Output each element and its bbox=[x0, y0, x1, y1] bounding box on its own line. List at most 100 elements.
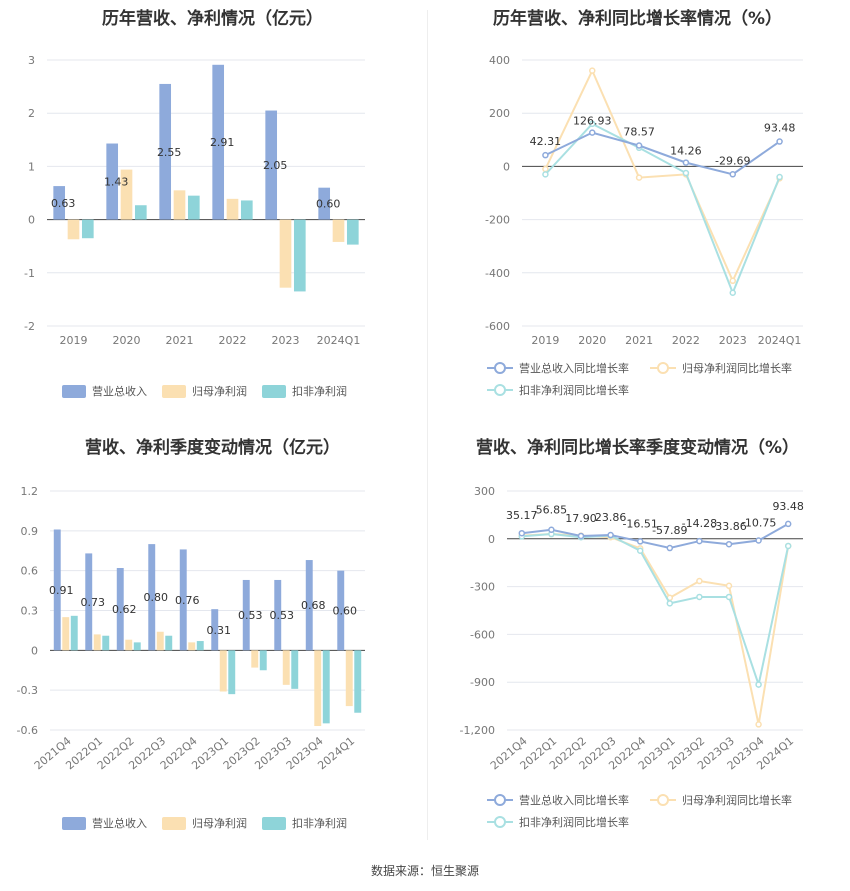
data-point bbox=[725, 593, 733, 601]
legend-swatch bbox=[62, 384, 86, 398]
series-line bbox=[521, 533, 790, 689]
quarterly-bar-chart-svg: 1.20.90.60.30-0.3-0.62021Q42022Q12022Q22… bbox=[17, 485, 365, 772]
data-point bbox=[696, 593, 703, 601]
legend-swatch bbox=[162, 816, 186, 830]
data-point bbox=[589, 67, 596, 74]
data-point bbox=[729, 289, 736, 296]
data-label: -29.69 bbox=[715, 154, 750, 167]
data-point bbox=[729, 277, 736, 285]
y-tick-label: -2 bbox=[24, 320, 35, 333]
legend-item[interactable]: 扣非净利润 bbox=[262, 383, 347, 399]
bar bbox=[318, 187, 331, 220]
y-tick-label: 400 bbox=[489, 54, 510, 67]
legend-item[interactable]: 营业总收入同比增长率 bbox=[487, 792, 629, 808]
y-tick-label: -0.3 bbox=[17, 684, 38, 697]
y-tick-label: 0 bbox=[503, 160, 510, 173]
x-tick-label: 2022 bbox=[219, 334, 247, 347]
legend-swatch bbox=[650, 794, 676, 806]
bar bbox=[159, 83, 172, 220]
bar bbox=[279, 219, 292, 288]
x-tick-label: 2023 bbox=[719, 334, 747, 347]
y-tick-label: 0 bbox=[488, 533, 495, 546]
data-point bbox=[542, 151, 549, 159]
data-point bbox=[729, 171, 736, 178]
legend-item[interactable]: 扣非净利润同比增长率 bbox=[487, 382, 629, 398]
bar bbox=[196, 641, 204, 651]
annual-line-chart-svg: 400 200 0 -200 -400 -600 2019 2020 2021 2022 2023 2… bbox=[485, 54, 803, 347]
legend-item[interactable]: 扣非净利润同比增长率 bbox=[487, 814, 629, 830]
annual-growth-chart: 历年营收、净利同比增长率情况（%） 400 200 0 -200 -400 -600 201… bbox=[425, 0, 850, 410]
data-label: 23.86 bbox=[595, 511, 627, 524]
y-tick-label: 0 bbox=[31, 644, 38, 657]
bar bbox=[187, 195, 200, 220]
legend-label: 归母净利润同比增长率 bbox=[682, 362, 792, 375]
data-label: 1.43 bbox=[104, 176, 129, 189]
legend-label: 归母净利润 bbox=[192, 817, 247, 830]
data-point bbox=[776, 138, 783, 145]
y-tick-label: 2 bbox=[28, 107, 35, 120]
bar bbox=[70, 615, 78, 651]
data-label: 0.80 bbox=[143, 591, 168, 604]
data-label: 14.26 bbox=[670, 145, 702, 158]
legend-swatch bbox=[650, 362, 676, 374]
y-tick-label: -600 bbox=[470, 628, 495, 641]
data-point bbox=[635, 142, 643, 149]
quarterly-revenue-profit-chart: 营收、净利季度变动情况（亿元） 1.2 0.9 0.6 0.3 0 -0.3 -0.6 202… bbox=[0, 425, 425, 850]
quarterly-growth-chart: 营收、净利同比增长率季度变动情况（%） 300 0 -300 -600 -900 -1,2… bbox=[425, 425, 850, 850]
data-point bbox=[776, 173, 783, 181]
data-point bbox=[607, 531, 614, 539]
legend-item[interactable]: 归母净利润同比增长率 bbox=[650, 360, 792, 376]
legend-item[interactable]: 营业总收入 bbox=[62, 815, 147, 831]
legend-swatch bbox=[487, 384, 513, 396]
chart-title: 营收、净利季度变动情况（亿元） bbox=[85, 438, 340, 458]
chart-title: 营收、净利同比增长率季度变动情况（%） bbox=[475, 438, 800, 458]
annual-bar-chart-svg: 3 2 1 0 -1 -2 2019 2020 2021 2022 2023 2024Q1 0.63 1.… bbox=[24, 54, 365, 347]
bar bbox=[322, 650, 330, 724]
series-line bbox=[544, 122, 781, 296]
data-label: 0.60 bbox=[316, 198, 341, 211]
data-point bbox=[682, 159, 690, 166]
bar bbox=[133, 642, 141, 651]
y-tick-label: -0.6 bbox=[17, 724, 38, 737]
legend-label: 扣非净利润同比增长率 bbox=[519, 384, 629, 397]
data-label: 93.48 bbox=[764, 122, 796, 135]
legend-swatch bbox=[487, 794, 513, 806]
data-label: 0.60 bbox=[332, 605, 357, 618]
y-tick-label: 300 bbox=[474, 485, 495, 498]
bar bbox=[67, 219, 80, 240]
y-tick-label: 0 bbox=[28, 214, 35, 227]
data-label: 0.76 bbox=[175, 594, 200, 607]
legend-item[interactable]: 归母净利润 bbox=[162, 815, 247, 831]
bar bbox=[120, 169, 133, 220]
legend-swatch bbox=[262, 816, 286, 830]
data-point bbox=[725, 540, 733, 548]
data-point bbox=[518, 529, 526, 537]
bar bbox=[62, 617, 70, 651]
legend-swatch bbox=[162, 384, 186, 398]
legend-item[interactable]: 扣非净利润 bbox=[262, 815, 347, 831]
x-tick-label: 2019 bbox=[60, 334, 88, 347]
legend-item[interactable]: 营业总收入 bbox=[62, 383, 147, 399]
data-label: -57.89 bbox=[652, 524, 687, 537]
legend-item[interactable]: 营业总收入同比增长率 bbox=[487, 360, 629, 376]
bar bbox=[116, 568, 124, 651]
y-tick-label: 0.6 bbox=[21, 565, 39, 578]
legend-label: 归母净利润 bbox=[192, 385, 247, 398]
bar bbox=[156, 631, 164, 651]
data-label: 0.91 bbox=[49, 584, 74, 597]
data-point bbox=[589, 120, 596, 128]
y-tick-label: -300 bbox=[470, 581, 495, 594]
bar bbox=[102, 635, 110, 651]
bar bbox=[85, 553, 93, 651]
x-tick-label: 2020 bbox=[113, 334, 141, 347]
series-line bbox=[521, 533, 790, 725]
data-label: -33.86 bbox=[711, 520, 746, 533]
y-tick-label: -600 bbox=[485, 320, 510, 333]
legend-label: 扣非净利润同比增长率 bbox=[519, 816, 629, 829]
legend-item[interactable]: 归母净利润同比增长率 bbox=[650, 792, 792, 808]
legend-item[interactable]: 归母净利润 bbox=[162, 383, 247, 399]
chart-title: 历年营收、净利情况（亿元） bbox=[102, 9, 323, 29]
y-tick-label: 3 bbox=[28, 54, 35, 67]
data-label: 2.91 bbox=[210, 136, 235, 149]
bar bbox=[188, 642, 196, 651]
